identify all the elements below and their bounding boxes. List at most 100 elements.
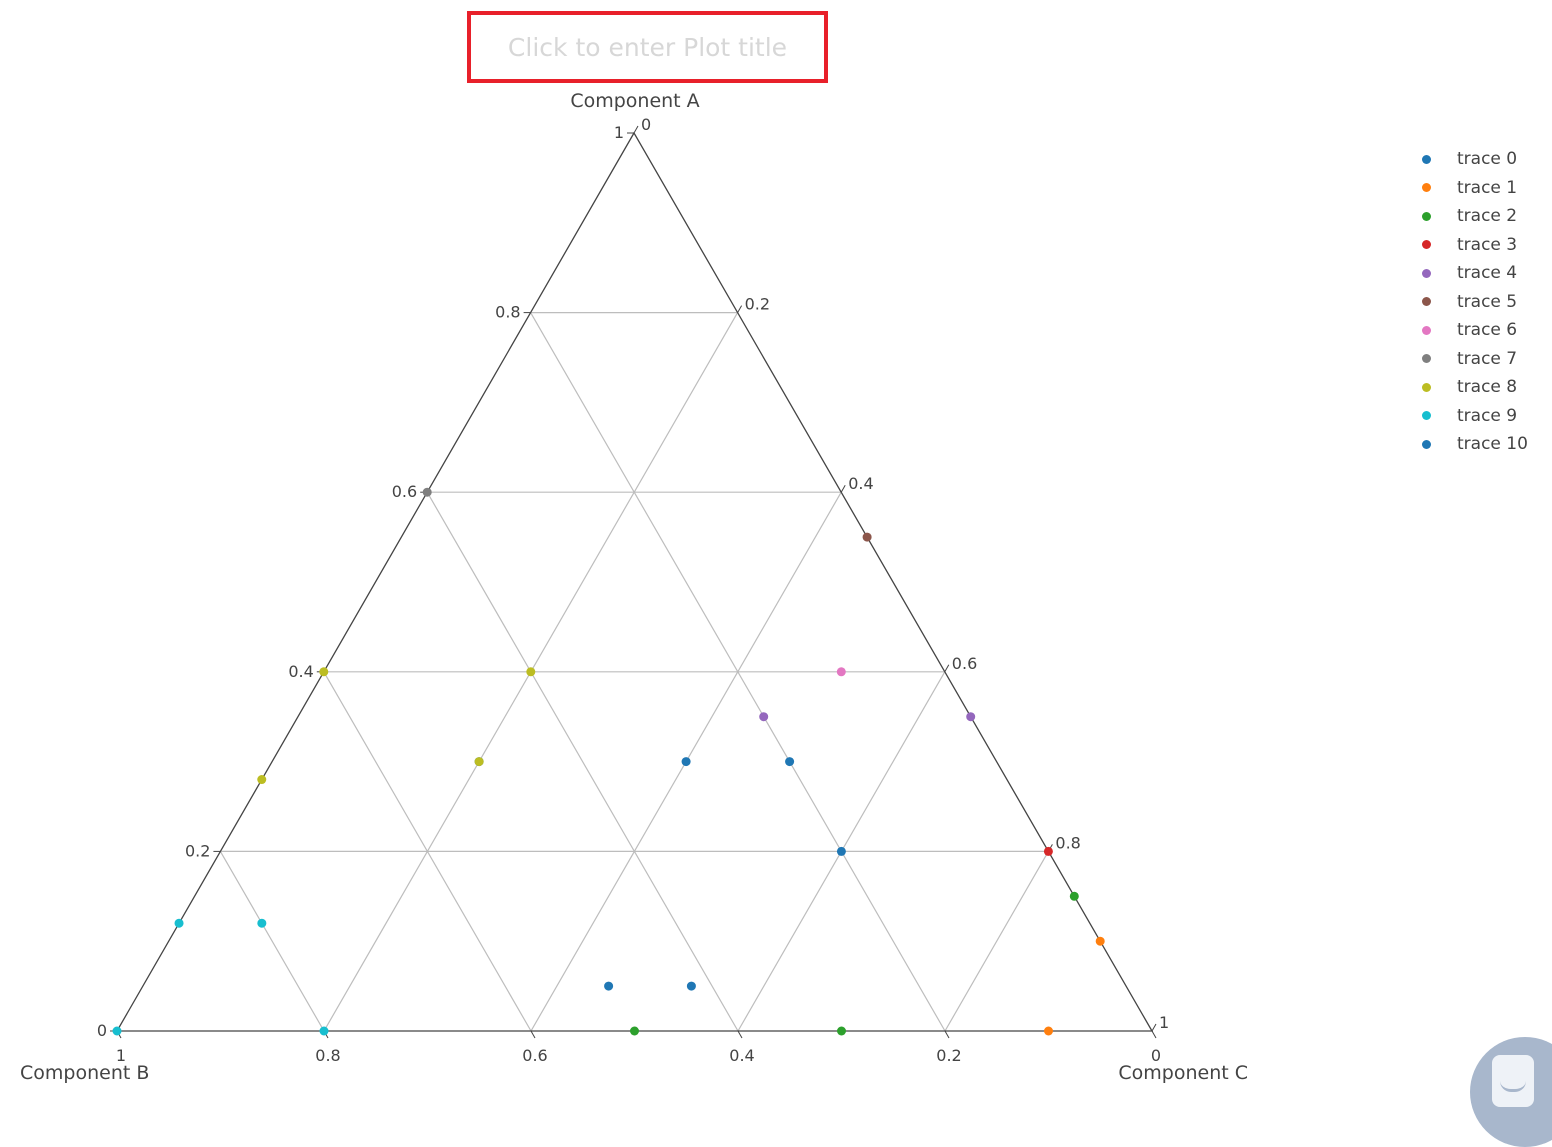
data-point xyxy=(526,667,536,677)
legend-label: trace 0 xyxy=(1457,149,1518,170)
data-point xyxy=(604,981,614,991)
grid-line xyxy=(323,671,532,1032)
legend-item[interactable]: trace 0 xyxy=(1418,145,1528,174)
legend-label: trace 8 xyxy=(1457,377,1518,398)
legend-item[interactable]: trace 5 xyxy=(1418,288,1528,317)
legend-marker xyxy=(1422,154,1431,164)
legend-item[interactable]: trace 10 xyxy=(1418,430,1528,459)
data-point xyxy=(836,846,846,856)
tick-label-c: 0.6 xyxy=(952,654,977,673)
legend-item[interactable]: trace 2 xyxy=(1418,202,1528,231)
data-point xyxy=(1069,891,1079,901)
legend-label: trace 10 xyxy=(1457,434,1528,455)
tick-mark-c xyxy=(840,484,846,493)
tick-label-a: 0.8 xyxy=(495,303,520,322)
tick-label-b: 0.6 xyxy=(522,1046,547,1065)
grid-line xyxy=(426,491,739,1032)
grid-lines xyxy=(219,312,1049,1032)
tick-mark-b xyxy=(737,1030,743,1039)
legend: trace 0 trace 1 trace 2 trace 3 trace 4 trace… xyxy=(1418,145,1528,459)
data-point xyxy=(759,712,769,722)
legend-item[interactable]: trace 1 xyxy=(1418,174,1528,203)
tick-mark-b xyxy=(530,1030,536,1039)
legend-marker xyxy=(1422,325,1431,335)
data-point xyxy=(257,775,267,785)
tick-label-b: 0.4 xyxy=(729,1046,754,1065)
data-point xyxy=(966,712,976,722)
axis-title-b: Component B xyxy=(20,1062,149,1084)
plot-title-placeholder: Click to enter Plot title xyxy=(507,32,788,62)
data-point xyxy=(837,1026,846,1036)
tick-label-c: 0.2 xyxy=(745,295,770,314)
data-point xyxy=(1095,936,1105,946)
tick-label-a: 1 xyxy=(614,123,624,142)
data-point xyxy=(785,757,795,767)
data-point xyxy=(681,757,691,767)
tick-mark-b xyxy=(944,1030,950,1039)
legend-item[interactable]: trace 3 xyxy=(1418,231,1528,260)
tick-label-a: 0 xyxy=(97,1021,107,1040)
tick-label-a: 0.2 xyxy=(185,841,210,860)
tick-labels: 0 0 0 0.2 0.2 0.2 0.4 0.4 0.4 0.6 0.6 0.6 0.8 0.8 0.8 1… xyxy=(97,115,1169,1065)
legend-marker xyxy=(1422,240,1431,250)
legend-label: trace 5 xyxy=(1457,291,1518,312)
data-point xyxy=(319,667,329,677)
legend-label: trace 2 xyxy=(1457,206,1518,227)
data-point xyxy=(422,487,432,497)
axis-title-a: Component A xyxy=(570,90,699,112)
tick-label-c: 0.4 xyxy=(848,474,873,493)
legend-label: trace 6 xyxy=(1457,320,1518,341)
ternary-triangle xyxy=(115,131,1154,1032)
legend-marker xyxy=(1422,411,1431,421)
legend-marker xyxy=(1422,183,1431,193)
data-point xyxy=(686,981,696,991)
legend-label: trace 1 xyxy=(1457,177,1518,198)
tick-label-c: 1 xyxy=(1159,1013,1169,1032)
data-point xyxy=(112,1026,122,1036)
legend-item[interactable]: trace 8 xyxy=(1418,373,1528,402)
tick-mark-c xyxy=(633,125,639,134)
legend-label: trace 4 xyxy=(1457,263,1518,284)
data-point xyxy=(257,918,267,928)
legend-label: trace 7 xyxy=(1457,348,1518,369)
legend-marker xyxy=(1422,297,1431,307)
data-point xyxy=(474,757,484,767)
grid-line xyxy=(944,851,1049,1032)
data-point xyxy=(630,1026,639,1036)
chat-icon xyxy=(1492,1055,1534,1107)
legend-marker xyxy=(1422,211,1431,221)
tick-label-c: 0.8 xyxy=(1055,833,1080,852)
tick-label-a: 0.4 xyxy=(288,662,313,681)
tick-label-b: 0 xyxy=(1151,1046,1161,1065)
tick-mark-b xyxy=(1151,1030,1157,1039)
tick-label-b: 0.2 xyxy=(936,1046,961,1065)
data-point xyxy=(1044,1026,1053,1036)
tick-mark-c xyxy=(737,305,743,313)
ternary-frame xyxy=(115,131,1154,1032)
legend-item[interactable]: trace 4 xyxy=(1418,259,1528,288)
plot-title-input[interactable]: Click to enter Plot title xyxy=(467,11,828,83)
legend-label: trace 3 xyxy=(1457,234,1518,255)
grid-line xyxy=(219,851,325,1032)
data-point xyxy=(862,532,872,542)
data-points xyxy=(112,487,1105,1036)
legend-marker xyxy=(1422,268,1431,278)
data-point xyxy=(174,918,184,928)
axis-title-c: Component C xyxy=(1118,1062,1248,1084)
tick-label-c: 0 xyxy=(641,115,651,134)
axis-titles: Component A Component B Component C xyxy=(20,90,1248,1084)
legend-marker xyxy=(1422,439,1431,449)
tick-label-a: 0.6 xyxy=(392,482,417,501)
tick-mark-c xyxy=(944,664,950,673)
legend-marker xyxy=(1422,382,1431,392)
legend-item[interactable]: trace 9 xyxy=(1418,402,1528,431)
legend-marker xyxy=(1422,354,1431,364)
tick-label-b: 0.8 xyxy=(315,1046,340,1065)
legend-item[interactable]: trace 6 xyxy=(1418,316,1528,345)
data-point xyxy=(836,667,846,677)
tick-label-b: 1 xyxy=(116,1046,126,1065)
ternary-plot: 0 0 0 0.2 0.2 0.2 0.4 0.4 0.4 0.6 0.6 0.6 0.8 0.8 0.8 1… xyxy=(20,90,1248,1084)
tick-mark-c xyxy=(1151,1023,1157,1032)
data-point xyxy=(1043,846,1053,856)
legend-item[interactable]: trace 7 xyxy=(1418,345,1528,374)
